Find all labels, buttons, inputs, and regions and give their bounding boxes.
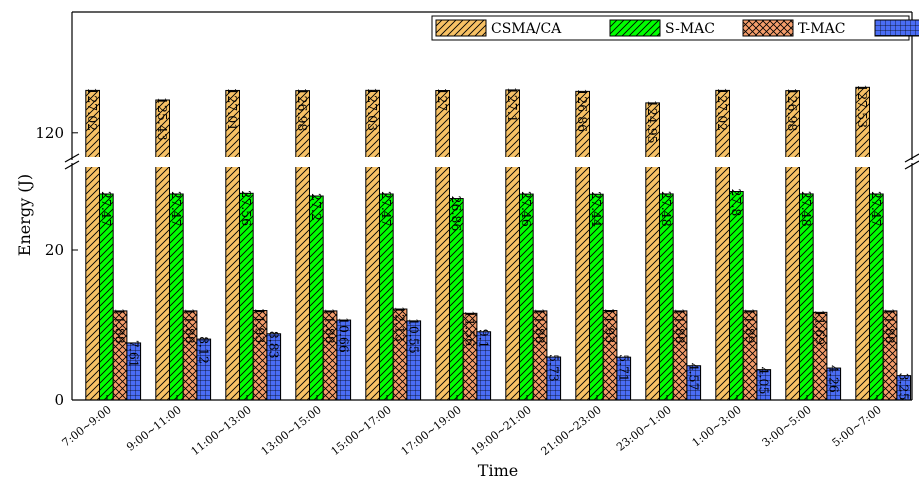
data-label: 26.86	[449, 196, 464, 232]
data-label: 11.89	[743, 308, 758, 344]
data-label: 12.13	[393, 306, 408, 342]
data-label: 127.02	[85, 87, 100, 131]
x-tick-label: 15:00~17:00	[329, 403, 394, 458]
data-label: 11.88	[183, 308, 198, 344]
bar-csma-ca-bar	[785, 90, 800, 401]
x-tick-label: 1:00~3:00	[690, 403, 744, 449]
bar-csma-ca-bar	[435, 90, 450, 401]
y-tick-label: 120	[35, 124, 64, 142]
x-tick-label: 9:00~11:00	[124, 403, 184, 454]
data-label: 27.47	[169, 191, 184, 227]
data-label: 127	[435, 88, 450, 112]
data-label: 11.93	[603, 308, 618, 344]
x-tick-label: 3:00~5:00	[760, 403, 814, 449]
y-tick-label: 0	[54, 391, 64, 409]
bar-csma-ca-bar	[155, 99, 171, 401]
data-label: 126.98	[295, 88, 310, 132]
legend-label: T-MAC	[798, 21, 845, 37]
data-label: 127.02	[715, 87, 730, 131]
x-tick-label: 17:00~19:00	[399, 403, 464, 458]
x-tick-label: 21:00~23:00	[539, 403, 604, 458]
data-label: 5.71	[616, 354, 631, 382]
data-label: 126.98	[785, 88, 800, 132]
bar-csma-ca-bar	[225, 89, 241, 401]
data-label: 9.1	[476, 329, 491, 349]
data-label: 11.56	[463, 310, 478, 346]
bar-csma-ca-bar	[855, 86, 870, 401]
axis-break-mark-left	[64, 153, 80, 163]
legend-label: CSMA/CA	[491, 21, 562, 37]
data-label: 7.61	[126, 340, 141, 368]
data-label: 127.1	[505, 87, 520, 123]
data-label: 124.95	[645, 100, 660, 144]
data-label: 27.46	[519, 191, 534, 227]
data-label: 127.03	[365, 87, 380, 131]
bar-csma-ca-bar	[85, 89, 101, 401]
data-label: 11.93	[253, 308, 268, 344]
axis-break-gap	[64, 157, 919, 167]
data-label: 4.26	[826, 365, 841, 393]
bar-csma-ca-bar	[365, 89, 380, 401]
data-label: 4.57	[686, 363, 701, 391]
bar-csma-ca-bar	[505, 89, 520, 401]
data-label: 4.05	[756, 367, 771, 395]
data-label: 8.12	[196, 336, 211, 364]
legend-swatch	[742, 19, 794, 37]
data-label: 27.2	[309, 193, 324, 221]
data-label: 125.43	[155, 97, 170, 141]
data-label: 127.53	[855, 84, 870, 128]
data-label: 27.47	[379, 191, 394, 227]
data-label: 10.55	[406, 318, 421, 354]
data-label: 8.83	[266, 331, 281, 359]
x-tick-label: 19:00~21:00	[469, 403, 534, 458]
y-axis-title: Energy (J)	[15, 174, 34, 256]
bar-csma-ca-bar	[295, 90, 310, 401]
data-label: 11.88	[673, 308, 688, 344]
x-tick-label: 5:00~7:00	[830, 403, 884, 449]
x-tick-label: 11:00~13:00	[189, 403, 254, 458]
y-tick-label: 20	[45, 241, 64, 259]
data-label: 5.73	[546, 354, 561, 382]
x-tick-label: 23:00~1:00	[614, 403, 674, 454]
data-label: 11.88	[533, 308, 548, 344]
data-label: 27.47	[869, 191, 884, 227]
axis-break-mark-right	[904, 160, 919, 170]
labels-layer: 127.0227.4711.887.61125.4327.4711.888.12…	[60, 84, 912, 458]
legend-swatch	[609, 19, 661, 37]
data-label: 11.69	[813, 309, 828, 345]
bar-csma-ca-bar	[645, 102, 660, 401]
data-label: 11.88	[323, 308, 338, 344]
data-label: 27.56	[239, 190, 254, 226]
data-label: 127.01	[225, 87, 240, 131]
x-tick-label: 7:00~9:00	[60, 403, 114, 449]
bar-csma-ca-bar	[715, 89, 730, 401]
legend-swatch	[874, 19, 919, 37]
axis-break-mark-right	[904, 153, 919, 163]
bars-layer	[85, 86, 912, 401]
data-label: 27.48	[799, 191, 814, 227]
axis-break-mark-left	[64, 160, 80, 170]
axes-layer: 0 20 120	[35, 11, 919, 409]
legend-swatch	[435, 19, 487, 37]
bar-s-mac-bar	[729, 191, 744, 401]
data-label: 11.88	[113, 308, 128, 344]
data-label: 3.25	[896, 373, 911, 401]
bar-s-mac-bar	[309, 195, 324, 401]
x-axis-title: Time	[478, 461, 518, 480]
data-label: 27.48	[659, 191, 674, 227]
legend-label: S-MAC	[665, 21, 715, 37]
x-tick-label: 13:00~15:00	[259, 403, 324, 458]
data-label: 11.88	[883, 308, 898, 344]
data-label: 126.86	[575, 88, 590, 132]
data-label: 10.66	[336, 317, 351, 353]
bar-csma-ca-bar	[575, 90, 590, 401]
data-label: 27.44	[589, 191, 604, 227]
data-label: 27.8	[729, 189, 744, 217]
data-label: 27.47	[99, 191, 114, 227]
legend-box	[431, 15, 910, 41]
